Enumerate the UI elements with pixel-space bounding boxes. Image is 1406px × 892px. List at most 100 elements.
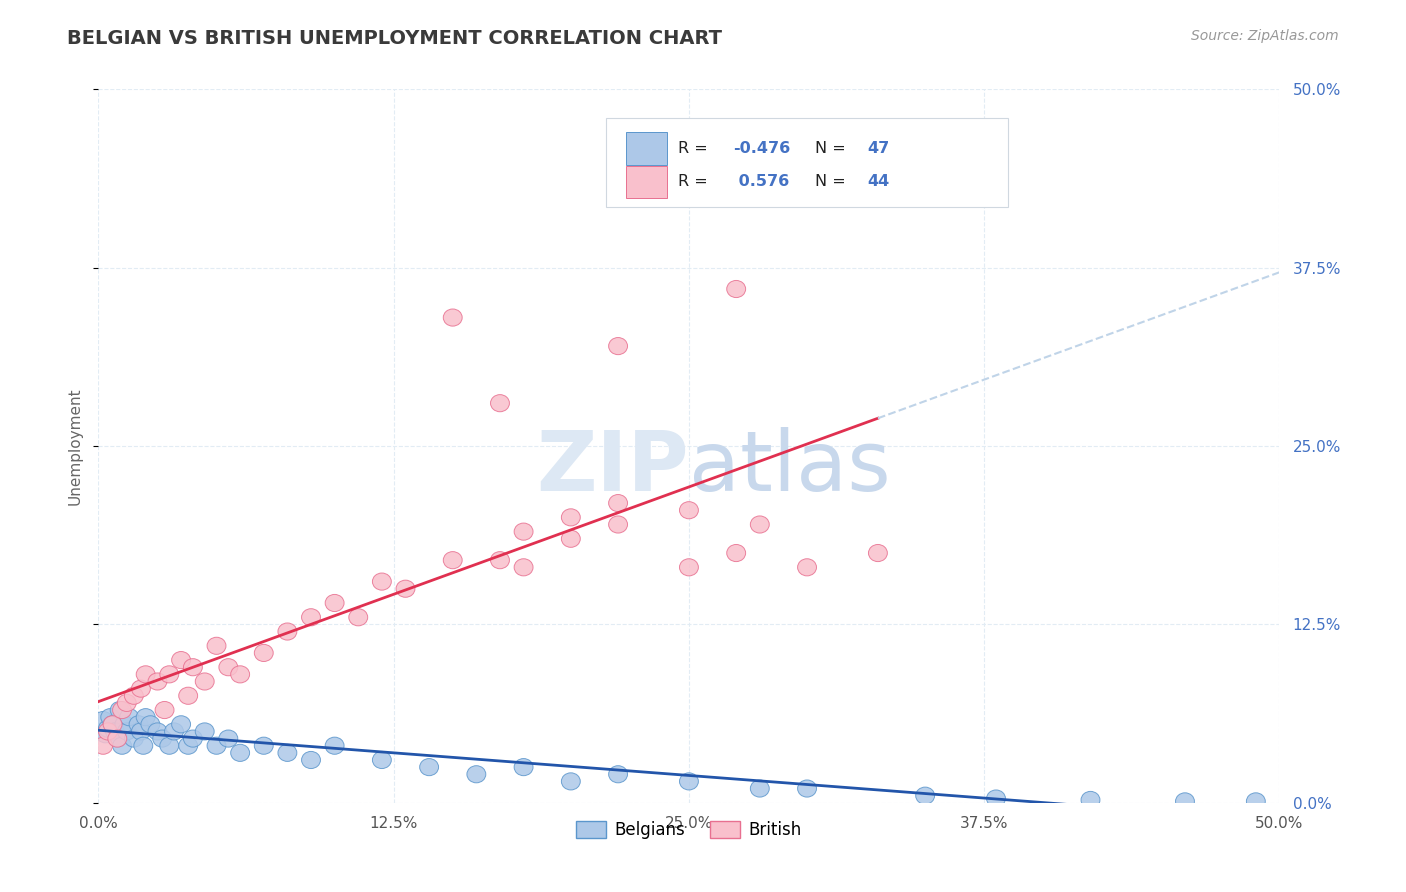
Ellipse shape: [136, 665, 155, 683]
Ellipse shape: [129, 715, 148, 733]
Ellipse shape: [219, 730, 238, 747]
Ellipse shape: [101, 708, 120, 726]
Ellipse shape: [231, 744, 250, 762]
Ellipse shape: [254, 644, 273, 662]
Ellipse shape: [797, 780, 817, 797]
Ellipse shape: [110, 701, 129, 719]
Ellipse shape: [561, 772, 581, 790]
Ellipse shape: [153, 730, 172, 747]
Legend: Belgians, British: Belgians, British: [569, 814, 808, 846]
Ellipse shape: [105, 723, 124, 740]
Ellipse shape: [727, 544, 745, 562]
Ellipse shape: [183, 658, 202, 676]
Ellipse shape: [443, 309, 463, 326]
Ellipse shape: [679, 501, 699, 519]
Ellipse shape: [117, 694, 136, 712]
Text: N =: N =: [815, 175, 851, 189]
Ellipse shape: [1246, 793, 1265, 810]
Text: atlas: atlas: [689, 427, 890, 508]
Ellipse shape: [915, 787, 935, 805]
Ellipse shape: [561, 530, 581, 548]
Ellipse shape: [136, 708, 155, 726]
Text: -0.476: -0.476: [733, 141, 790, 156]
Ellipse shape: [609, 516, 627, 533]
Y-axis label: Unemployment: Unemployment: [67, 387, 83, 505]
FancyBboxPatch shape: [626, 132, 666, 165]
Ellipse shape: [679, 558, 699, 576]
Ellipse shape: [108, 730, 127, 747]
Ellipse shape: [301, 608, 321, 626]
FancyBboxPatch shape: [606, 118, 1008, 207]
Ellipse shape: [1081, 791, 1099, 808]
Ellipse shape: [278, 623, 297, 640]
Ellipse shape: [231, 665, 250, 683]
Ellipse shape: [160, 737, 179, 755]
Ellipse shape: [679, 772, 699, 790]
Ellipse shape: [515, 558, 533, 576]
Ellipse shape: [869, 544, 887, 562]
Ellipse shape: [491, 394, 509, 412]
Text: ZIP: ZIP: [537, 427, 689, 508]
Ellipse shape: [179, 737, 198, 755]
Text: 0.576: 0.576: [733, 175, 789, 189]
Ellipse shape: [103, 715, 122, 733]
Ellipse shape: [1175, 793, 1195, 810]
Ellipse shape: [373, 573, 391, 591]
Ellipse shape: [325, 737, 344, 755]
Ellipse shape: [124, 730, 143, 747]
Ellipse shape: [325, 594, 344, 612]
Ellipse shape: [515, 758, 533, 776]
Ellipse shape: [172, 715, 191, 733]
Ellipse shape: [219, 658, 238, 676]
Ellipse shape: [727, 280, 745, 298]
Text: R =: R =: [678, 175, 713, 189]
Ellipse shape: [609, 494, 627, 512]
Ellipse shape: [108, 730, 127, 747]
Ellipse shape: [94, 737, 112, 755]
Ellipse shape: [467, 765, 486, 783]
Ellipse shape: [172, 651, 191, 669]
Text: R =: R =: [678, 141, 713, 156]
Ellipse shape: [112, 737, 132, 755]
Ellipse shape: [141, 715, 160, 733]
Ellipse shape: [148, 673, 167, 690]
Ellipse shape: [278, 744, 297, 762]
Ellipse shape: [443, 551, 463, 569]
Text: 44: 44: [868, 175, 890, 189]
Ellipse shape: [195, 673, 214, 690]
Text: Source: ZipAtlas.com: Source: ZipAtlas.com: [1191, 29, 1339, 43]
Ellipse shape: [419, 758, 439, 776]
Ellipse shape: [396, 580, 415, 598]
Ellipse shape: [195, 723, 214, 740]
Text: BELGIAN VS BRITISH UNEMPLOYMENT CORRELATION CHART: BELGIAN VS BRITISH UNEMPLOYMENT CORRELAT…: [67, 29, 723, 47]
Ellipse shape: [134, 737, 153, 755]
Ellipse shape: [103, 715, 122, 733]
Ellipse shape: [751, 516, 769, 533]
Ellipse shape: [160, 665, 179, 683]
Ellipse shape: [515, 523, 533, 541]
Ellipse shape: [117, 723, 136, 740]
Ellipse shape: [155, 701, 174, 719]
Ellipse shape: [96, 726, 115, 743]
Ellipse shape: [124, 687, 143, 705]
Ellipse shape: [207, 637, 226, 655]
Ellipse shape: [112, 701, 132, 719]
Ellipse shape: [301, 751, 321, 769]
Text: 47: 47: [868, 141, 890, 156]
Ellipse shape: [797, 558, 817, 576]
Ellipse shape: [349, 608, 368, 626]
Ellipse shape: [98, 720, 117, 737]
Ellipse shape: [491, 551, 509, 569]
Ellipse shape: [115, 715, 134, 733]
Ellipse shape: [987, 790, 1005, 807]
Ellipse shape: [254, 737, 273, 755]
Ellipse shape: [373, 751, 391, 769]
Text: N =: N =: [815, 141, 851, 156]
Ellipse shape: [609, 337, 627, 355]
Ellipse shape: [94, 712, 112, 729]
Ellipse shape: [183, 730, 202, 747]
Ellipse shape: [561, 508, 581, 526]
Ellipse shape: [148, 723, 167, 740]
Ellipse shape: [132, 680, 150, 698]
Ellipse shape: [165, 723, 183, 740]
